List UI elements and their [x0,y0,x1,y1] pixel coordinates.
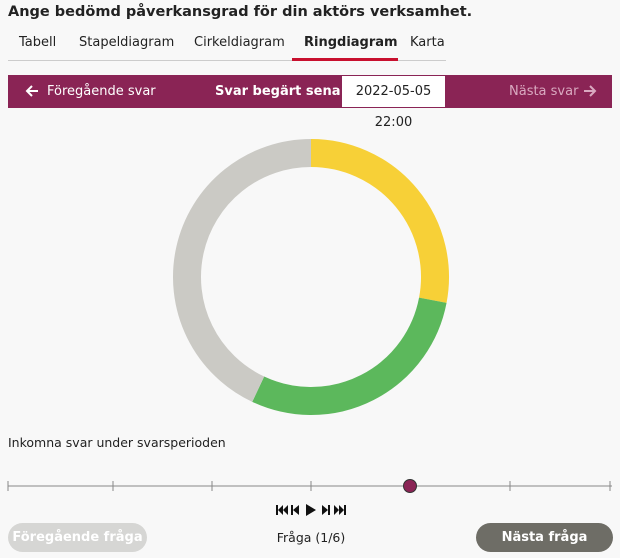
nav-arrows [25,85,597,97]
arrow-right [584,85,597,97]
tab[interactable]: Karta [410,35,445,50]
arrow-left [25,85,38,97]
tab[interactable]: Cirkeldiagram [194,35,285,50]
donut-segment [173,139,312,402]
timeline-slider [7,479,612,493]
requested-label: Svar begärt senast: [215,84,360,99]
next-question-button[interactable]: Nästa fråga [476,523,613,552]
last-button[interactable] [334,505,346,515]
first-button[interactable] [276,505,288,515]
page-title: Ange bedömd påverkansgrad för din aktörs… [8,4,473,20]
timeline-label: Inkomna svar under svarsperioden [8,435,226,450]
step-back-button[interactable] [291,505,299,515]
donut [173,139,449,415]
previous-question-button: Föregående fråga [8,523,147,552]
tab-active[interactable]: Ringdiagram [304,35,398,50]
requested-at[interactable]: 2022-05-05 22:00 [341,75,446,130]
play-button[interactable] [306,504,316,516]
donut-segment [310,139,449,303]
tab-divider [8,60,446,61]
tab[interactable]: Tabell [19,35,57,50]
tab-indicator [292,58,398,61]
slider-thumb[interactable] [403,479,417,493]
step-forward-button[interactable] [322,505,330,515]
answer-nav-bar [8,75,612,108]
donut-segment [252,297,447,415]
question-counter: Fråga (1/6) [276,530,346,545]
playback-controls [276,504,346,516]
tab[interactable]: Stapeldiagram [79,35,175,50]
next-answer: Nästa svar [509,84,579,99]
previous-answer[interactable]: Föregående svar [47,84,156,99]
